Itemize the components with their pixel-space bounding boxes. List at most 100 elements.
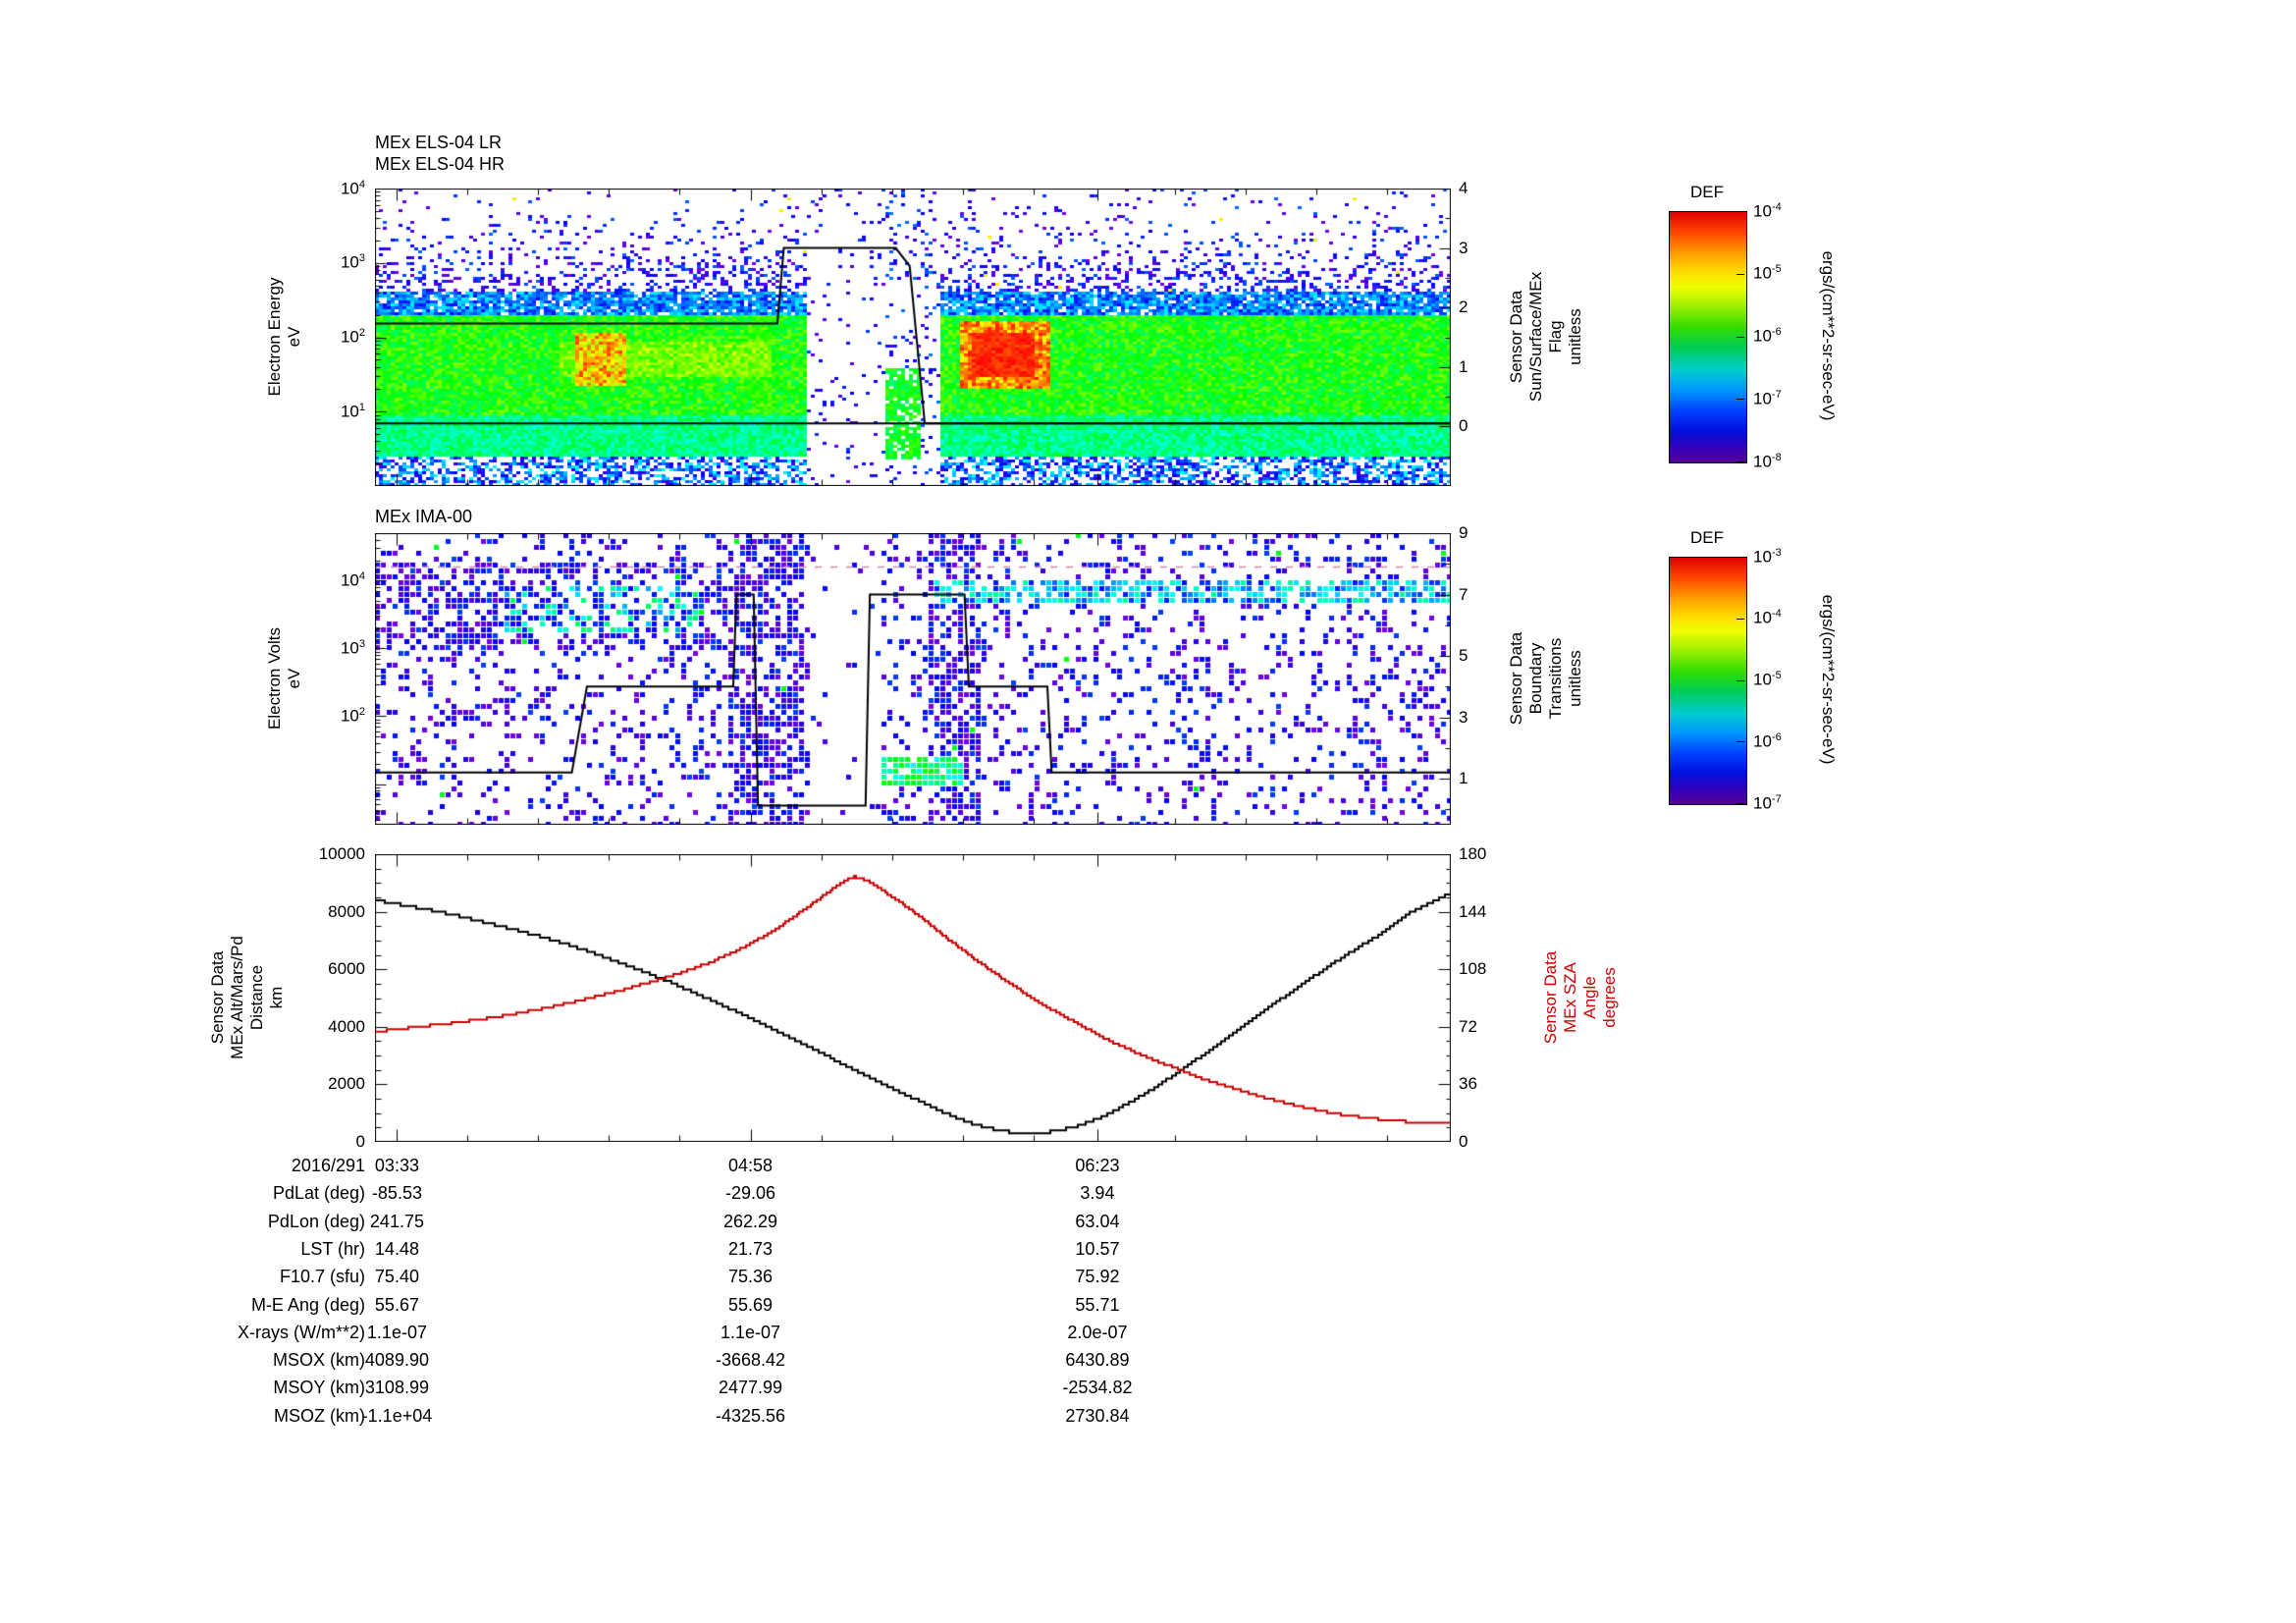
colorbar-tick-label: 10-8 xyxy=(1753,451,1782,471)
orbit-altitude-tick-label: 6000 xyxy=(328,959,365,979)
table-cell: -3668.42 xyxy=(715,1350,786,1371)
colorbar-tick-mark xyxy=(1736,619,1744,620)
els-colorbar-title: DEF xyxy=(1690,183,1724,201)
ima-boundary-tick-label: 7 xyxy=(1459,584,1468,604)
els-panel-title: MEx ELS-04 LR MEx ELS-04 HR xyxy=(375,133,506,174)
colorbar-tick-mark xyxy=(1736,337,1744,338)
table-cell: 14.48 xyxy=(374,1238,419,1259)
ima-panel-title: MEx IMA-00 xyxy=(375,507,473,526)
els-flag-tick-label: 4 xyxy=(1459,179,1468,197)
els-flag-tick-label: 2 xyxy=(1459,298,1468,317)
colorbar-tick-label: 10-4 xyxy=(1753,200,1782,221)
orbit-sza-tick-label: 0 xyxy=(1459,1132,1468,1151)
table-cell: 3.94 xyxy=(1080,1183,1115,1204)
x-tick-label: 03:33 xyxy=(374,1156,419,1175)
colorbar-tick-label: 10-3 xyxy=(1753,546,1782,567)
colorbar-tick-label: 10-5 xyxy=(1753,670,1782,689)
els-y-tick-label: 104 xyxy=(340,178,365,198)
table-cell: 6430.89 xyxy=(1065,1350,1130,1371)
table-cell: -85.53 xyxy=(371,1183,422,1204)
colorbar-tick-mark xyxy=(1736,399,1744,400)
colorbar-tick-mark xyxy=(1736,803,1744,804)
colorbar-tick-label: 10-5 xyxy=(1753,263,1782,284)
table-cell: 2.0e-07 xyxy=(1067,1322,1128,1342)
orbit-sza-tick-label: 72 xyxy=(1459,1016,1477,1036)
table-cell: 241.75 xyxy=(369,1211,424,1231)
colorbar-tick-mark xyxy=(1736,557,1744,558)
ima-y-tick-label: 104 xyxy=(340,570,365,590)
orbit-sza-tick-label: 36 xyxy=(1459,1074,1477,1094)
ima-spectrogram-panel xyxy=(375,533,1451,825)
table-row-label: LST (hr) xyxy=(300,1238,365,1259)
orbit-sza-tick-label: 108 xyxy=(1459,959,1487,979)
table-cell: 262.29 xyxy=(722,1211,778,1231)
orbit-altitude-tick-label: 10000 xyxy=(318,844,365,863)
table-row-label: PdLat (deg) xyxy=(272,1183,365,1204)
colorbar-tick-label: 10-6 xyxy=(1753,326,1782,346)
ima-boundary-tick-label: 1 xyxy=(1459,769,1468,788)
table-cell: 10.57 xyxy=(1075,1238,1120,1259)
colorbar-tick-label: 10-6 xyxy=(1753,730,1782,751)
table-cell: 75.36 xyxy=(727,1267,774,1287)
table-row-label: MSOY (km) xyxy=(273,1378,365,1398)
els-flag-tick-label: 3 xyxy=(1459,238,1468,257)
colorbar-tick-mark xyxy=(1736,211,1744,212)
ima-colorbar xyxy=(1669,557,1747,805)
colorbar-tick-mark xyxy=(1736,741,1744,742)
colorbar-tick-label: 10-7 xyxy=(1753,792,1782,813)
ima-boundary-tick-label: 9 xyxy=(1459,523,1468,542)
table-cell: 3108.99 xyxy=(364,1378,429,1398)
els-y-tick-label: 101 xyxy=(340,401,365,421)
ima-y-tick-label: 103 xyxy=(340,638,365,658)
ima-colorbar-title: DEF xyxy=(1690,528,1724,547)
orbit-sza-tick-label: 180 xyxy=(1459,844,1487,863)
table-row-label: PdLon (deg) xyxy=(267,1211,365,1231)
els-colorbar xyxy=(1669,211,1747,463)
table-cell: -2534.82 xyxy=(1062,1378,1133,1398)
table-cell: 1.1e-07 xyxy=(366,1322,427,1342)
x-tick-label: 06:23 xyxy=(1075,1156,1120,1175)
ima-boundary-tick-label: 3 xyxy=(1459,707,1468,727)
table-row-label: MSOZ (km) xyxy=(274,1405,365,1426)
orbit-right-axis-label: Sensor Data MEx SZA Angle degrees xyxy=(1541,950,1619,1045)
table-cell: 55.69 xyxy=(727,1294,774,1315)
table-cell: -29.06 xyxy=(724,1183,776,1204)
table-row-label: M-E Ang (deg) xyxy=(250,1294,365,1315)
table-cell: 4089.90 xyxy=(364,1350,429,1371)
colorbar-tick-mark xyxy=(1736,461,1744,462)
colorbar-tick-label: 10-4 xyxy=(1753,608,1782,628)
x-tick-label: 04:58 xyxy=(727,1156,774,1175)
table-cell: 75.92 xyxy=(1075,1267,1120,1287)
orbit-altitude-tick-label: 0 xyxy=(355,1132,365,1151)
table-row-label: MSOX (km) xyxy=(273,1350,365,1371)
els-spectrogram-panel xyxy=(375,189,1451,486)
colorbar-tick-mark xyxy=(1736,274,1744,275)
orbit-altitude-tick-label: 4000 xyxy=(328,1016,365,1036)
ima-boundary-tick-label: 5 xyxy=(1459,646,1468,666)
table-row-label: 2016/291 xyxy=(291,1156,365,1175)
table-cell: 63.04 xyxy=(1075,1211,1120,1231)
table-cell: 2477.99 xyxy=(718,1378,783,1398)
table-cell: 55.71 xyxy=(1075,1294,1120,1315)
colorbar-tick-mark xyxy=(1736,680,1744,681)
table-row-label: X-rays (W/m**2) xyxy=(238,1322,365,1342)
orbit-y-axis-label: Sensor Data MEx Alt/Mars/Pd Distance km xyxy=(208,936,286,1059)
table-cell: 75.40 xyxy=(374,1267,419,1287)
orbit-line-panel xyxy=(375,854,1451,1142)
ima-y-tick-label: 102 xyxy=(340,706,365,726)
els-right-axis-label: Sensor Data Sun/Surface/MEx Flag unitles… xyxy=(1507,271,1584,403)
table-row-label: F10.7 (sfu) xyxy=(279,1267,365,1287)
orbit-altitude-tick-label: 8000 xyxy=(328,901,365,921)
table-cell: -4325.56 xyxy=(715,1405,786,1426)
els-y-tick-label: 102 xyxy=(340,327,365,347)
table-cell: 1.1e-07 xyxy=(720,1322,781,1342)
els-flag-tick-label: 0 xyxy=(1459,416,1468,436)
table-cell: 2730.84 xyxy=(1065,1405,1130,1426)
colorbar-tick-label: 10-7 xyxy=(1753,388,1782,408)
els-flag-tick-label: 1 xyxy=(1459,356,1468,376)
table-cell: -1.1e+04 xyxy=(361,1405,433,1426)
orbit-altitude-tick-label: 2000 xyxy=(328,1074,365,1094)
table-cell: 21.73 xyxy=(727,1238,774,1259)
els-y-tick-label: 103 xyxy=(340,252,365,273)
